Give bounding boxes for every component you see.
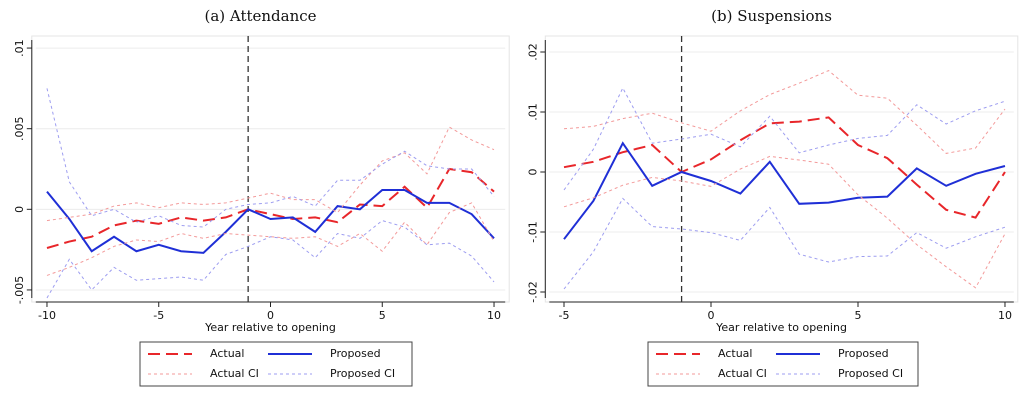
series-line bbox=[46, 202, 495, 276]
legend-box bbox=[647, 341, 919, 387]
x-axis-label: Year relative to opening bbox=[715, 321, 847, 334]
legend-label: Proposed CI bbox=[330, 367, 395, 380]
series-line bbox=[46, 188, 495, 254]
series-line bbox=[563, 70, 1006, 154]
legend-label: Actual CI bbox=[718, 367, 767, 380]
series-line bbox=[46, 220, 495, 299]
series-line bbox=[563, 155, 1006, 289]
legend-label: Proposed bbox=[330, 347, 381, 360]
y-tick-label: .005 bbox=[13, 116, 26, 141]
y-tick-label: 0 bbox=[526, 169, 539, 176]
x-tick-label: -10 bbox=[38, 309, 56, 322]
y-tick-label: -.02 bbox=[526, 281, 539, 302]
x-axis-label: Year relative to opening bbox=[204, 321, 336, 334]
y-tick-label: .02 bbox=[526, 43, 539, 61]
x-tick-label: -5 bbox=[153, 309, 164, 322]
legend-label: Actual bbox=[718, 347, 752, 360]
series-line bbox=[563, 116, 1006, 219]
y-tick-label: -.01 bbox=[526, 221, 539, 242]
legend-label: Actual CI bbox=[210, 367, 259, 380]
chart-title: (b) Suspensions bbox=[711, 7, 832, 25]
x-tick-label: 0 bbox=[707, 309, 714, 322]
series-line bbox=[46, 88, 495, 228]
x-tick-label: -5 bbox=[559, 309, 570, 322]
series-line bbox=[563, 141, 1006, 240]
legend-box bbox=[139, 341, 413, 387]
x-tick-label: 10 bbox=[998, 309, 1012, 322]
plot-frame bbox=[544, 35, 1019, 303]
plot-frame bbox=[31, 35, 510, 303]
chart-title: (a) Attendance bbox=[204, 7, 316, 25]
legend-label: Actual bbox=[210, 347, 244, 360]
x-tick-label: 10 bbox=[487, 309, 501, 322]
y-tick-label: 0 bbox=[13, 206, 26, 213]
legend-label: Proposed bbox=[838, 347, 889, 360]
series-line bbox=[46, 167, 495, 249]
y-tick-label: -.005 bbox=[13, 276, 26, 304]
series-line bbox=[563, 86, 1006, 191]
x-tick-label: 0 bbox=[267, 309, 274, 322]
x-tick-label: 5 bbox=[379, 309, 386, 322]
legend-label: Proposed CI bbox=[838, 367, 903, 380]
y-tick-label: .01 bbox=[526, 103, 539, 121]
series-line bbox=[46, 126, 495, 222]
x-tick-label: 5 bbox=[854, 309, 861, 322]
series-line bbox=[563, 197, 1006, 290]
y-tick-label: .01 bbox=[13, 39, 26, 57]
